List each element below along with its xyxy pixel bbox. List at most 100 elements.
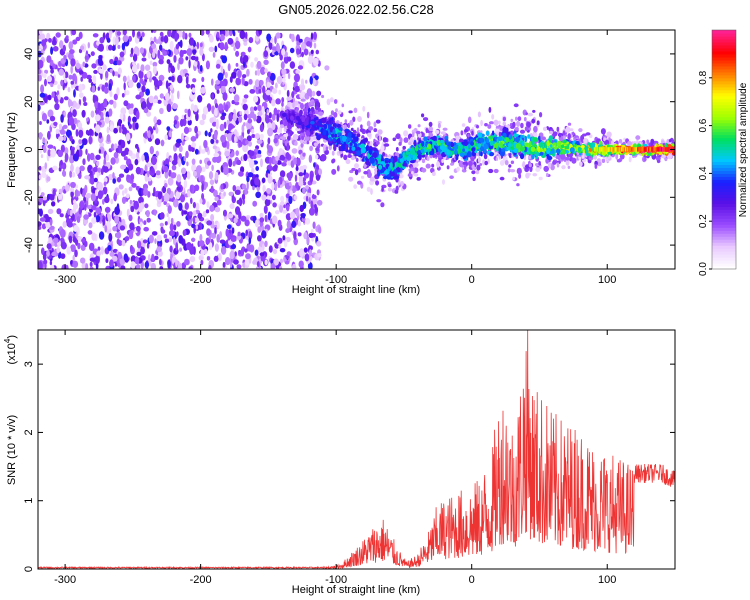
spectrogram-noise-cell [70, 148, 75, 155]
spectrogram-noise-cell [84, 55, 90, 60]
spectrogram-noise-cell [38, 74, 42, 82]
spectrogram-signal-cell [558, 132, 562, 138]
spectrogram-noise-cell [60, 144, 65, 153]
spectrogram-noise-cell [250, 106, 254, 113]
spectrogram-noise-cell [190, 136, 197, 142]
spectrogram-signal-cell [513, 103, 519, 108]
spectrogram-noise-cell [159, 31, 164, 37]
spectrogram-noise-cell [76, 144, 80, 151]
spectrogram-noise-cell [129, 244, 134, 252]
spectrogram-noise-cell [84, 240, 88, 247]
spectrogram-signal-cell [636, 139, 639, 145]
spectrogram-signal-cell [395, 185, 399, 192]
spectrogram-noise-cell [154, 123, 157, 128]
spectrogram-noise-cell [182, 229, 187, 237]
spectrogram-noise-cell [234, 129, 238, 135]
spectrogram-noise-cell [72, 236, 77, 243]
spectrogram-noise-cell [202, 106, 209, 115]
spectrogram-noise-cell [46, 119, 50, 124]
spectrogram-signal-cell [520, 122, 524, 129]
spectrogram-noise-cell [261, 105, 265, 115]
spectrogram-signal-cell [450, 162, 454, 166]
spectrogram-noise-cell [309, 75, 314, 85]
spectrogram-noise-cell [95, 189, 98, 197]
spectrogram-noise-cell [244, 248, 248, 253]
spectrogram-signal-cell [578, 161, 583, 167]
spectrogram-noise-cell [191, 87, 196, 93]
spectrogram-noise-cell [107, 245, 112, 251]
spectrogram-noise-cell [122, 35, 129, 43]
spectrogram-noise-cell [196, 165, 202, 174]
spectrogram-noise-cell [146, 217, 151, 223]
spectrogram-noise-cell [222, 261, 226, 268]
spectrogram-noise-cell [195, 132, 199, 139]
spectrogram-noise-cell [89, 152, 95, 161]
spectrogram-signal-cell [456, 166, 460, 172]
spectrogram-noise-cell [212, 145, 218, 150]
spectrogram-signal-cell [331, 168, 337, 175]
spectrogram-noise-cell [205, 238, 211, 245]
spectrogram-noise-cell [133, 54, 138, 62]
spectrogram-noise-cell [126, 174, 130, 179]
spectrogram-noise-cell [310, 49, 314, 55]
spectrogram-noise-cell [140, 64, 145, 72]
spectrogram-noise-cell [248, 141, 252, 147]
spectrogram-noise-cell [252, 200, 258, 207]
spectrogram-noise-cell [223, 209, 227, 217]
spectrogram-noise-cell [78, 31, 83, 39]
spectrogram-signal-cell [517, 116, 522, 122]
spectrogram-noise-cell [57, 84, 61, 90]
spectrogram-noise-cell [90, 51, 95, 57]
spectrogram-signal-cell [449, 175, 454, 179]
spectrogram-noise-cell [68, 116, 75, 126]
spectrogram-noise-cell [177, 90, 180, 100]
spectrogram-noise-cell [42, 252, 47, 261]
spectrogram-signal-cell [442, 127, 448, 131]
spectrogram-noise-cell [266, 109, 269, 114]
spectrogram-noise-cell [164, 183, 168, 188]
spectrogram-noise-cell [58, 135, 64, 142]
spectrogram-noise-cell [181, 167, 187, 175]
spectrogram-noise-cell [38, 261, 43, 269]
spectrogram-noise-cell [273, 258, 279, 266]
spectrogram-noise-cell [214, 108, 218, 117]
spectrogram-noise-cell [143, 132, 147, 138]
spectrogram-signal-cell [428, 121, 433, 127]
spectrogram-noise-cell [255, 153, 262, 158]
spectrogram-noise-cell [69, 209, 73, 216]
spectrogram-noise-cell [109, 251, 115, 257]
spectrogram-noise-cell [231, 100, 235, 105]
spectrogram-noise-cell [166, 212, 169, 218]
spectrogram-noise-cell [208, 242, 213, 251]
spectrogram-noise-cell [217, 72, 224, 81]
spectrogram-signal-cell [331, 150, 335, 156]
spectrogram-noise-cell [155, 170, 161, 176]
spectrogram-noise-cell [186, 161, 189, 167]
spectrogram-noise-cell [302, 201, 307, 209]
spectrogram-signal-cell [366, 132, 372, 137]
spectrogram-signal-cell [499, 160, 505, 166]
spectrogram-signal-cell [512, 176, 515, 181]
spectrogram-noise-cell [229, 250, 235, 260]
spectrogram-noise-cell [38, 221, 42, 227]
spectrogram-noise-cell [159, 107, 164, 115]
spectrogram-signal-cell [283, 133, 289, 137]
spectrogram-noise-cell [262, 243, 265, 251]
spectrogram-noise-cell [72, 254, 75, 262]
spectrogram-signal-cell [578, 128, 583, 133]
spectrogram-noise-cell [289, 61, 296, 69]
spectrogram-noise-cell [157, 80, 163, 86]
spectrogram-signal-cell [347, 122, 351, 129]
spectrogram-noise-cell [287, 72, 291, 80]
spectrogram-noise-cell [298, 174, 304, 184]
spectrogram-signal-cell [350, 127, 354, 131]
spectrogram-noise-cell [288, 181, 292, 187]
spectrogram-noise-cell [167, 87, 171, 92]
spectrogram-noise-cell [39, 195, 43, 203]
spectrogram-noise-cell [298, 38, 303, 43]
spectrogram-noise-cell [237, 70, 242, 79]
spectrogram-noise-cell [262, 114, 266, 123]
spectrogram-signal-cell [524, 126, 529, 132]
spectrogram-noise-cell [135, 225, 141, 232]
